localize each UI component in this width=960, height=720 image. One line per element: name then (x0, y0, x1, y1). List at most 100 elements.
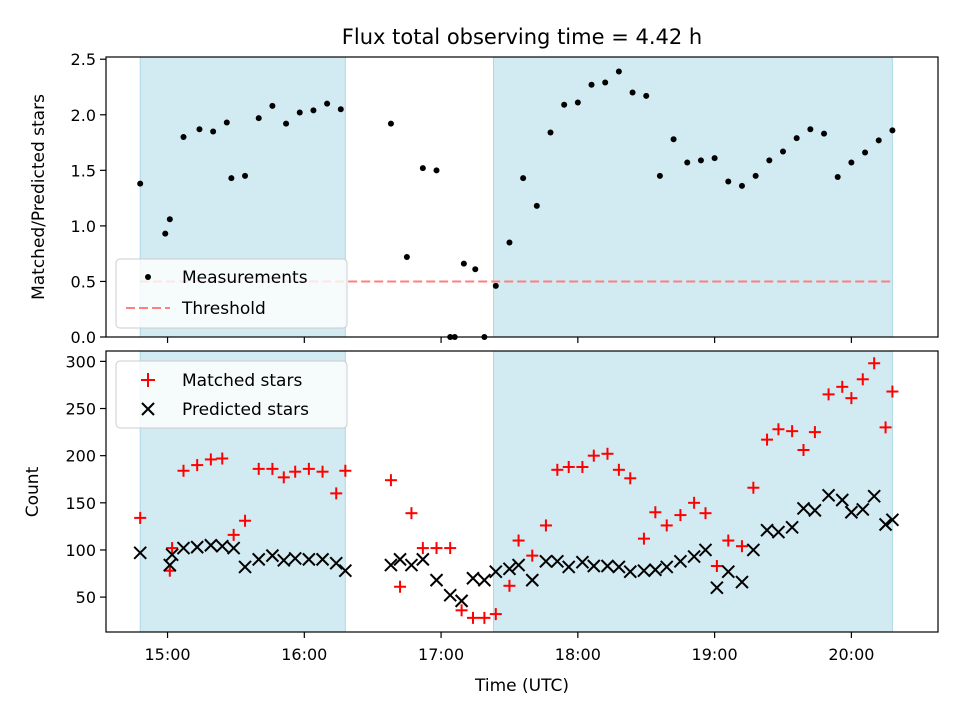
measurement-point (807, 126, 814, 133)
predicted-star-marker (502, 562, 517, 576)
predicted-star-marker (429, 573, 444, 587)
predicted-star-marker (878, 517, 893, 532)
predicted-star-marker (204, 538, 218, 552)
matched-star-marker (204, 453, 217, 466)
measurement-point (242, 172, 249, 179)
shaded-interval-1 (493, 56, 893, 338)
matched-star-marker (612, 463, 625, 476)
matched-star-marker (856, 373, 869, 386)
predicted-star-marker (443, 588, 457, 602)
matched-star-marker (503, 579, 516, 592)
y-tick-label: 200 (65, 447, 96, 466)
matched-star-marker (845, 392, 858, 405)
matched-star-marker (722, 534, 735, 547)
y-tick-label: 1.0 (71, 217, 96, 236)
predicted-star-marker (215, 539, 229, 553)
predicted-star-marker (477, 573, 492, 587)
matched-star-marker (660, 519, 673, 532)
legend-measurements-label: Measurements (182, 268, 308, 288)
matched-star-marker (539, 519, 552, 532)
measurement-point (506, 239, 513, 246)
measurement-point (269, 102, 276, 109)
matched-star-marker (430, 542, 443, 555)
measurement-point (889, 127, 896, 134)
predicted-star-marker (315, 552, 330, 567)
matched-star-marker (772, 423, 785, 436)
measurement-point (561, 101, 568, 108)
matched-star-marker (512, 534, 525, 547)
matched-star-marker (637, 532, 650, 545)
measurement-point (419, 165, 426, 172)
predicted-star-marker (698, 543, 713, 557)
matched-star-marker (466, 611, 479, 624)
predicted-star-marker (587, 559, 601, 573)
matched-star-marker (587, 449, 600, 462)
matched-star-marker (489, 608, 502, 621)
matched-star-marker (216, 452, 229, 465)
bottom-panel: 50 100 150 200 250 300 15:00 16:00 17:00 18:00 19… (23, 350, 939, 696)
predicted-star-marker (835, 493, 849, 507)
top-legend: Measurements Threshold (115, 258, 348, 329)
matched-star-marker (177, 464, 190, 477)
matched-star-marker (886, 385, 899, 398)
x-axis-label: Time (UTC) (474, 676, 569, 696)
matched-star-marker (808, 426, 821, 439)
predicted-star-marker (771, 525, 786, 539)
predicted-star-marker (550, 554, 565, 568)
measurement-point (180, 134, 187, 140)
measurement-point (875, 137, 882, 144)
predicted-star-marker (687, 549, 701, 564)
matched-star-marker (302, 462, 315, 475)
measurement-point (387, 120, 394, 127)
measurement-point (472, 266, 479, 273)
predicted-star-marker (660, 560, 674, 574)
chart-title: Flux total observing time = 4.42 h (342, 25, 702, 49)
y-tick-label: 150 (65, 494, 96, 513)
matched-star-marker (624, 472, 637, 485)
x-tick-label: 16:00 (281, 645, 327, 664)
measurement-point (196, 126, 203, 133)
measurement-point (862, 149, 869, 156)
predicted-star-marker (226, 541, 241, 555)
predicted-star-marker (384, 558, 398, 572)
legend-threshold-label: Threshold (181, 299, 266, 319)
x-tick-label: 20:00 (828, 645, 874, 664)
measurement-point (752, 172, 759, 179)
predicted-star-marker (673, 554, 688, 568)
predicted-star-marker (648, 563, 663, 577)
measurement-point (433, 167, 440, 174)
matched-star-marker (277, 471, 290, 484)
top-legend-box (115, 258, 348, 329)
matched-star-marker (227, 528, 240, 541)
measurement-point (588, 81, 595, 88)
x-tick-label: 18:00 (555, 645, 601, 664)
predicted-star-marker (844, 505, 859, 519)
y-tick-label: 100 (65, 541, 96, 560)
legend-predicted-marker (141, 402, 155, 416)
predicted-star-marker (466, 571, 480, 585)
measurement-point (403, 254, 410, 260)
predicted-star-marker (288, 551, 302, 566)
matched-star-marker (455, 604, 468, 617)
measurement-point (283, 120, 290, 127)
matched-star-marker (674, 509, 687, 522)
y-tick-label: 250 (65, 400, 96, 419)
measurement-point (656, 172, 663, 179)
predicted-star-marker (511, 558, 526, 572)
matched-star-marker (394, 580, 407, 593)
predicted-star-marker (600, 559, 615, 573)
measurement-point (602, 79, 609, 86)
predicted-star-marker (623, 564, 637, 579)
measurement-point (492, 282, 499, 289)
matched-star-marker (405, 507, 418, 520)
matched-star-marker (562, 460, 575, 473)
x-tick-label: 19:00 (692, 645, 738, 664)
matched-star-marker (166, 542, 179, 555)
y-tick-label: 50 (76, 588, 96, 607)
y-tick-label: 300 (65, 352, 96, 371)
top-shaded-intervals (139, 56, 893, 338)
matched-star-marker (330, 487, 343, 500)
bottom-legend-box (115, 360, 348, 429)
bottom-x-ticks: 15:00 16:00 17:00 18:00 19:00 20:00 (144, 632, 874, 664)
measurement-point (547, 129, 554, 136)
